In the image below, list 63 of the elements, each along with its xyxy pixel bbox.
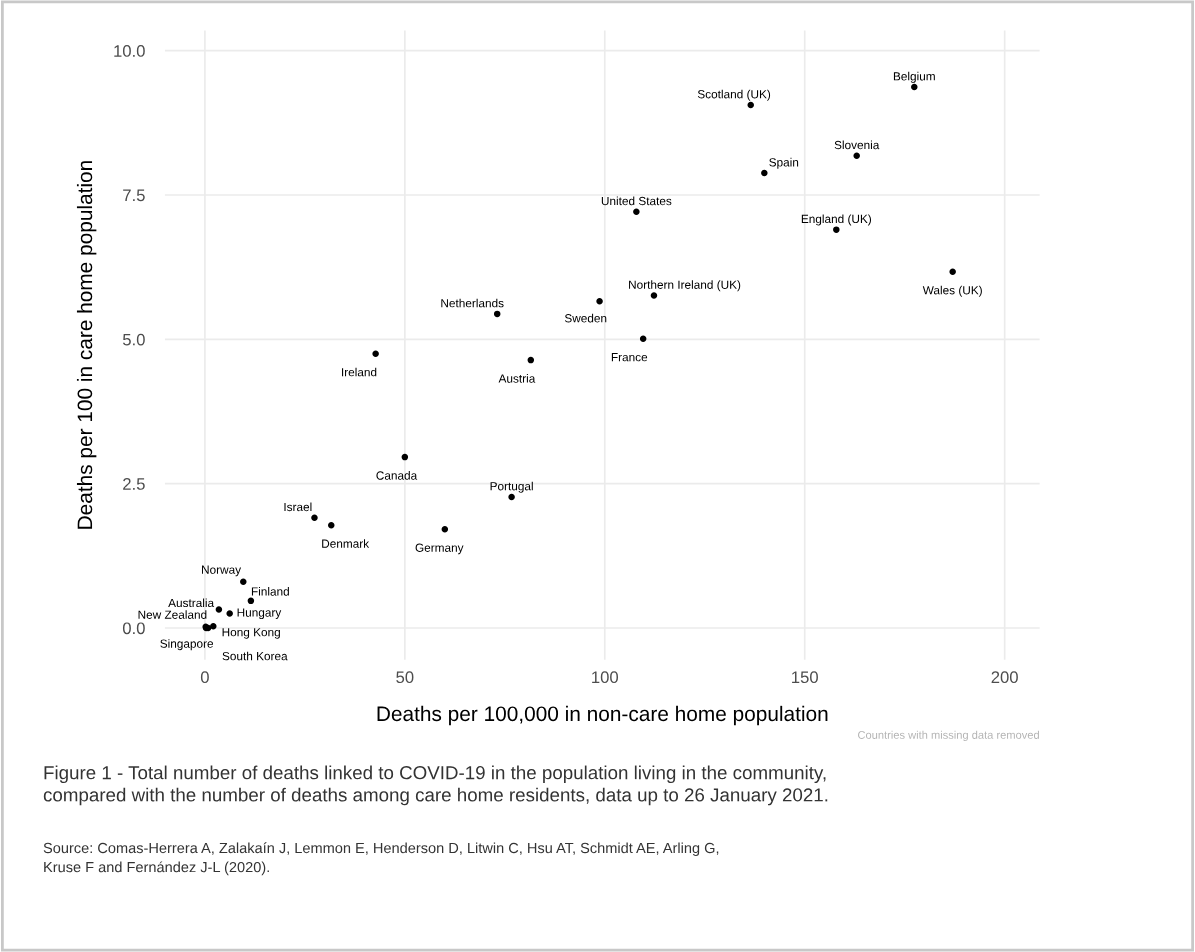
point (833, 226, 840, 233)
x-tick-label: 100 (592, 671, 619, 684)
x-tick-label: 50 (396, 671, 414, 684)
point (493, 310, 501, 318)
y-tick-label: 10.0 (114, 45, 145, 57)
series-label: France (611, 353, 648, 362)
point (650, 292, 658, 299)
series-label: United States (601, 196, 672, 206)
point (761, 169, 768, 177)
text: Countries with missing data removed (858, 730, 1039, 742)
series-label: Ireland (342, 367, 377, 377)
point (747, 101, 754, 109)
series-label: Belgium (893, 71, 935, 83)
text: South Korea (222, 651, 288, 661)
x-tick-label: 0 (200, 671, 209, 684)
series-label: Israel (284, 502, 312, 512)
point (853, 152, 860, 159)
point (949, 268, 956, 276)
point (639, 335, 647, 343)
point (226, 610, 233, 617)
y-tick-label: 5.0 (122, 333, 145, 346)
x-tick-label: 200 (991, 671, 1018, 684)
series-label: Slovenia (834, 140, 880, 150)
series-label: Sweden (564, 313, 607, 323)
point (508, 493, 515, 501)
series-label: Norway (202, 565, 242, 577)
x-axis-title: Deaths per 100,000 in non-care home population (377, 705, 828, 726)
x-tick-label: 150 (792, 671, 818, 684)
y-axis-title: Deaths per 100 in care home population (76, 161, 97, 529)
point (441, 526, 449, 533)
point (215, 606, 223, 613)
series-label: New Zealand (138, 610, 207, 619)
point (328, 521, 335, 529)
series-label: Scotland (UK) (697, 89, 771, 101)
y-tick-label: 0.0 (122, 622, 145, 635)
series-label: England (UK) (801, 214, 872, 226)
series-label: Spain (769, 157, 799, 169)
series-label: Denmark (322, 539, 370, 548)
series-label: Hungary (237, 608, 282, 620)
series-label: Portugal (490, 481, 533, 493)
y-tick-label: 2.5 (123, 478, 145, 490)
series-label: Singapore (160, 639, 214, 651)
point (596, 297, 603, 305)
point (240, 578, 247, 586)
series-label: Austria (498, 374, 536, 383)
point (633, 208, 640, 215)
series-label: Finland (251, 587, 289, 596)
point (247, 597, 255, 605)
y-tick-label: 7.5 (123, 189, 145, 202)
point (911, 83, 918, 91)
point (527, 356, 535, 364)
caption: Figure 1 - Total number of deaths linked to COVID-19 in the population living in the community, compared with the number of deaths among care home residents, data up to 26 January 2021. (43, 765, 828, 806)
series-label: Germany (415, 543, 464, 555)
series-label: Australia (168, 598, 215, 608)
series-label: Canada (376, 471, 418, 480)
point (401, 453, 409, 461)
series-label: Hong Kong (222, 628, 280, 639)
series-label: Netherlands (441, 298, 504, 308)
point (372, 350, 379, 358)
source-note: Source: Comas-Herrera A, Zalakaín J, Lemmon E, Henderson D, Litwin C, Hsu AT, Schmidt AE, Arling G, Kruse F and Fernández J-L (2020). (43, 842, 719, 876)
series-label: Northern Ireland (UK) (629, 280, 741, 292)
point (311, 514, 318, 521)
series-label: Wales (UK) (922, 285, 982, 297)
